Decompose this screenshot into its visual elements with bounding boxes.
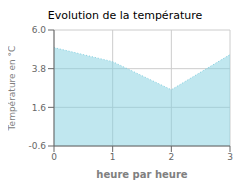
svg-text:6.0: 6.0 xyxy=(32,25,47,35)
svg-text:-0.6: -0.6 xyxy=(28,141,46,151)
svg-text:2: 2 xyxy=(168,152,174,162)
svg-text:0: 0 xyxy=(51,152,57,162)
svg-text:3.8: 3.8 xyxy=(32,64,47,74)
svg-text:3: 3 xyxy=(227,152,233,162)
svg-text:Température en °C: Température en °C xyxy=(8,46,17,132)
svg-text:1: 1 xyxy=(110,152,116,162)
svg-text:heure par heure: heure par heure xyxy=(96,169,187,180)
html-text:Evolution de la température: Evolution de la température xyxy=(47,9,203,22)
svg-text:1.6: 1.6 xyxy=(32,103,47,113)
